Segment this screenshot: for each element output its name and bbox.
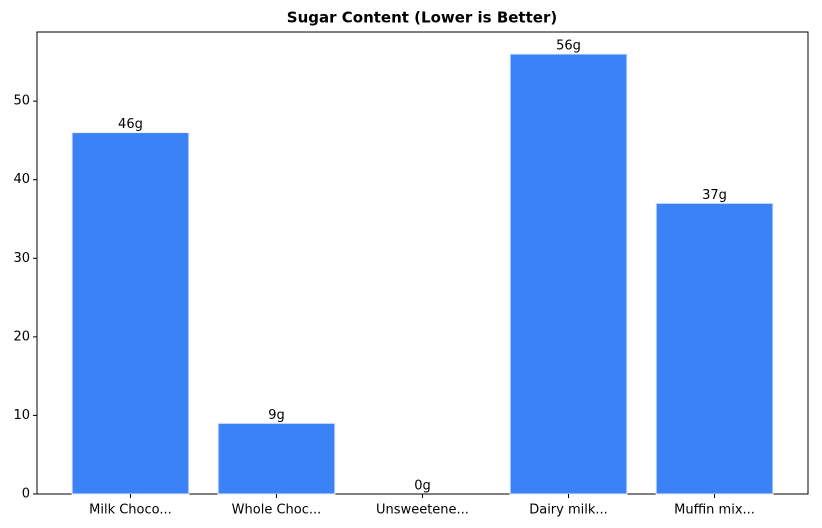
y-tick-label: 0 [22,487,30,502]
y-tick-label: 10 [13,408,30,423]
y-tick-label: 20 [13,329,30,344]
y-tick-label: 30 [13,251,30,266]
bar [217,422,336,495]
bar [655,202,774,495]
y-tick-label: 40 [13,172,30,187]
bar [71,132,190,495]
bar [509,53,628,495]
x-tick-label: Whole Choc... [232,503,322,518]
x-tick-label: Dairy milk... [529,503,608,518]
chart-title: Sugar Content (Lower is Better) [287,9,557,27]
value-label: 46g [118,117,143,132]
y-tick-label: 50 [13,94,30,109]
value-label: 0g [414,479,431,494]
value-label: 37g [702,188,727,203]
value-label: 9g [268,408,285,423]
x-tick-label: Muffin mix... [674,503,755,518]
x-tick-label: Unsweetene... [376,503,469,518]
value-label: 56g [556,39,581,54]
x-tick-label: Milk Choco... [89,503,172,518]
